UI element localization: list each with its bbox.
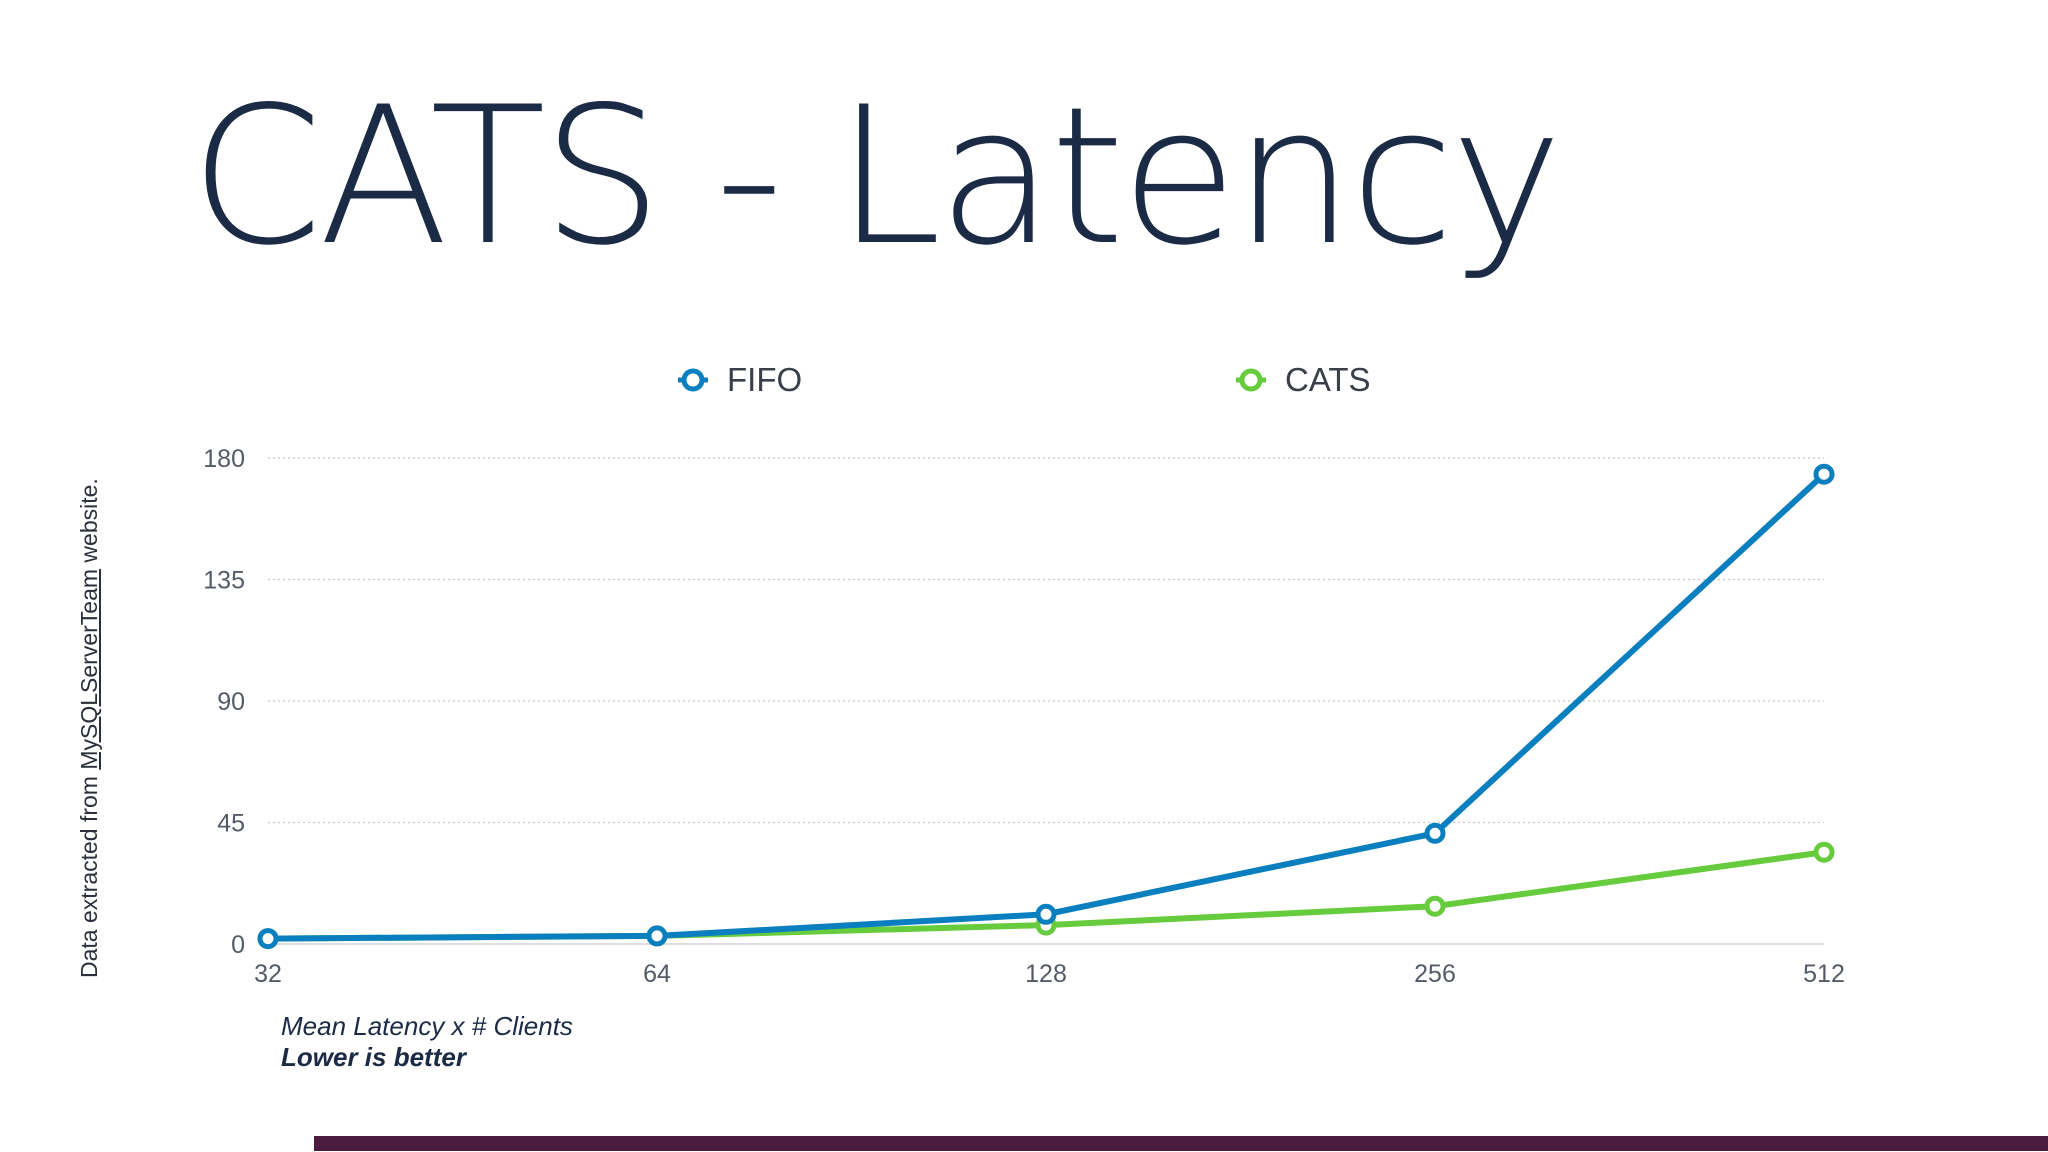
data-point-fifo-256 <box>1424 822 1446 844</box>
data-point-fifo-32 <box>257 928 279 950</box>
y-tick-label-0: 0 <box>231 931 245 959</box>
x-tick-label-512: 512 <box>1803 960 1845 988</box>
x-tick-label-32: 32 <box>254 960 282 988</box>
legend-marker-cats <box>1239 368 1263 392</box>
legend-label-fifo: FIFO <box>727 361 802 398</box>
y-tick-label-90: 90 <box>217 688 245 716</box>
y-tick-label-45: 45 <box>217 810 245 838</box>
series <box>257 463 1835 950</box>
data-point-fifo-128 <box>1035 903 1057 925</box>
legend-marker-fifo <box>681 368 705 392</box>
grid-lines <box>268 457 1824 824</box>
data-point-fifo-64 <box>646 925 668 947</box>
legend-item-fifo: FIFO <box>678 361 802 398</box>
series-cats <box>257 841 1835 950</box>
y-tick-label-135: 135 <box>203 567 245 595</box>
y-tick-label-180: 180 <box>203 445 245 473</box>
caption-line2: Lower is better <box>281 1042 466 1072</box>
data-point-cats-256 <box>1424 895 1446 917</box>
data-point-fifo-512 <box>1813 463 1835 485</box>
series-line-fifo <box>265 471 1827 942</box>
axes: 0 45 90 135 180 32 64 128 256 512 <box>203 445 1845 988</box>
legend: FIFO CATS <box>678 361 1371 398</box>
slide-title: CATS - Latency <box>190 66 1563 287</box>
x-tick-label-128: 128 <box>1025 960 1067 988</box>
caption-line1: Mean Latency x # Clients <box>281 1011 573 1041</box>
x-tick-label-256: 256 <box>1414 960 1456 988</box>
data-point-cats-512 <box>1813 841 1835 863</box>
legend-label-cats: CATS <box>1285 361 1371 398</box>
series-fifo <box>257 463 1835 950</box>
footer-bar <box>314 1136 2048 1151</box>
x-tick-label-64: 64 <box>643 960 671 988</box>
legend-item-cats: CATS <box>1236 361 1371 398</box>
